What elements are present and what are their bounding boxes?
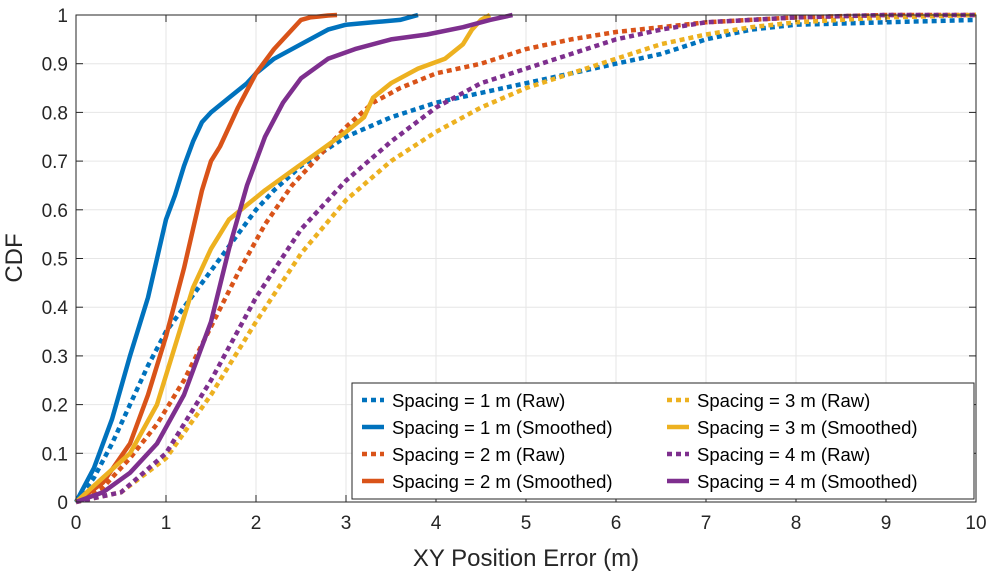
x-tick-label: 2 bbox=[251, 513, 262, 534]
y-tick-label: 0 bbox=[57, 493, 68, 514]
legend-label: Spacing = 1 m (Raw) bbox=[392, 390, 565, 411]
x-tick-label: 6 bbox=[611, 513, 622, 534]
series-line-5 bbox=[75, 12, 977, 505]
x-tick-label: 10 bbox=[965, 513, 986, 534]
y-tick-label: 0.1 bbox=[42, 444, 68, 465]
x-tick-label: 8 bbox=[791, 513, 802, 534]
legend-label: Spacing = 2 m (Smoothed) bbox=[392, 471, 613, 492]
x-tick-label: 7 bbox=[701, 513, 712, 534]
legend-label: Spacing = 2 m (Raw) bbox=[392, 444, 565, 465]
series-line-8 bbox=[75, 12, 513, 505]
y-tick-label: 0.7 bbox=[42, 152, 68, 173]
legend-label: Spacing = 4 m (Smoothed) bbox=[697, 471, 918, 492]
y-tick-label: 0.9 bbox=[42, 55, 68, 76]
y-tick-label: 0.2 bbox=[42, 396, 68, 417]
legend-label: Spacing = 3 m (Raw) bbox=[697, 390, 870, 411]
legend: Spacing = 1 m (Raw) Spacing = 1 m (Smooth… bbox=[351, 382, 975, 500]
series-line-2 bbox=[74, 12, 419, 504]
x-tick-label: 3 bbox=[341, 513, 352, 534]
legend-label: Spacing = 1 m (Smoothed) bbox=[392, 417, 613, 438]
x-axis-label: XY Position Error (m) bbox=[413, 545, 639, 572]
x-tick-label: 5 bbox=[521, 513, 532, 534]
x-tick-label: 1 bbox=[161, 513, 172, 534]
axis-ticks: 0 1 2 3 4 5 6 7 8 9 10 0 0.1 0.2 0.3 0.4 0.5 0.6 0.7 0.8 0.9… bbox=[42, 6, 987, 534]
series-lines bbox=[74, 12, 977, 505]
x-tick-label: 9 bbox=[881, 513, 892, 534]
y-tick-label: 0.3 bbox=[42, 347, 68, 368]
y-tick-label: 0.8 bbox=[42, 103, 68, 124]
y-tick-label: 0.4 bbox=[42, 298, 69, 319]
y-axis-label: CDF bbox=[1, 233, 28, 282]
series-line-7 bbox=[75, 12, 976, 505]
x-tick-label: 0 bbox=[71, 513, 82, 534]
y-tick-label: 1 bbox=[57, 6, 68, 27]
legend-box bbox=[351, 382, 975, 500]
x-tick-label: 4 bbox=[431, 513, 442, 534]
legend-label: Spacing = 4 m (Raw) bbox=[697, 444, 870, 465]
y-tick-label: 0.5 bbox=[42, 250, 68, 271]
series-line-4 bbox=[74, 12, 338, 504]
series-line-6 bbox=[74, 13, 492, 504]
y-tick-label: 0.6 bbox=[42, 201, 68, 222]
legend-label: Spacing = 3 m (Smoothed) bbox=[697, 417, 918, 438]
